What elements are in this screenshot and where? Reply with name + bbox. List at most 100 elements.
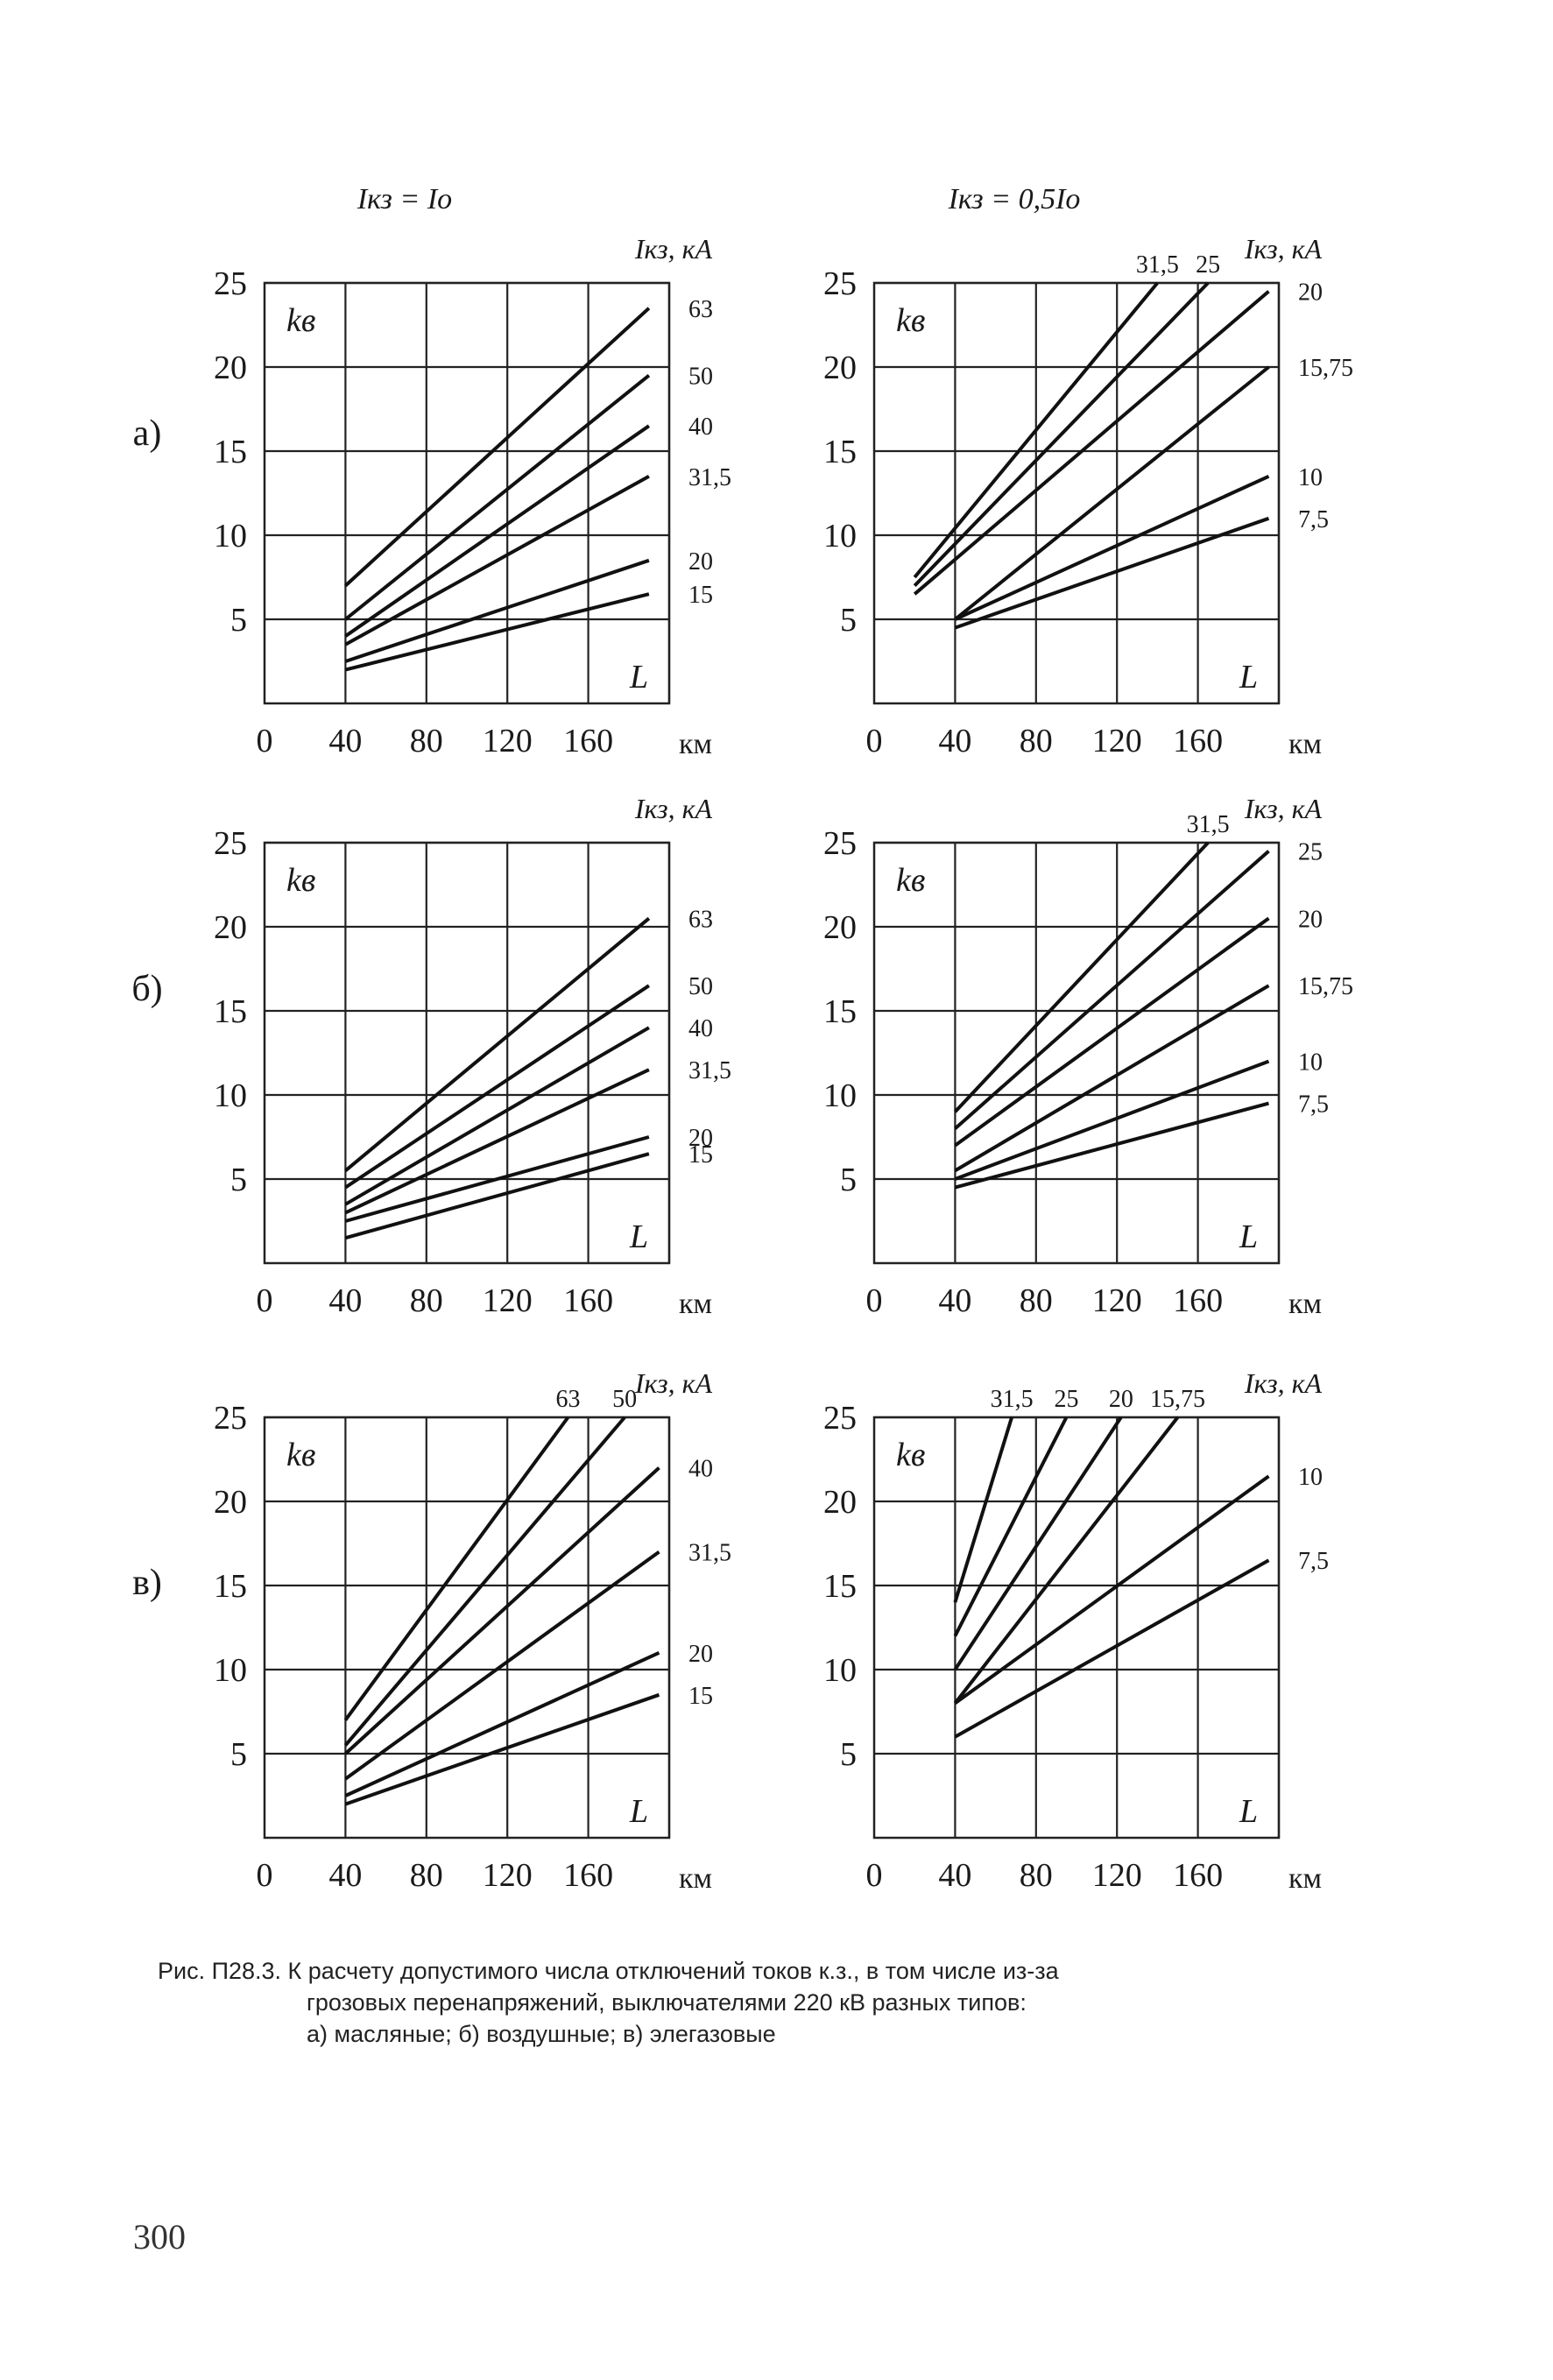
caption-line-3: а) масляные; б) воздушные; в) элегазовые	[307, 2021, 776, 2047]
y-tick-label: 20	[823, 1484, 857, 1521]
caption-line-2: грозовых перенапряжений, выключателями 2…	[307, 1989, 1027, 2016]
series-line-7,5	[954, 1101, 1269, 1190]
y-tick-label: 10	[214, 1077, 247, 1114]
y-tick-label: 20	[214, 909, 247, 946]
figure-caption: Рис. П28.3. К расчету допустимого числа …	[158, 1955, 1384, 2050]
y-tick-label: 25	[214, 1400, 247, 1437]
series-label: 15,75	[1150, 1386, 1205, 1413]
series-line-15,75	[953, 1416, 1180, 1705]
series-label: 31,5	[1187, 811, 1230, 838]
series-line-20	[344, 1135, 650, 1223]
x-tick-label: 80	[1020, 1282, 1053, 1319]
chart-panel-c-left: 5 10 15 20 25 0 40 80 120 160 км kв L Iкз, кА 63 50 40 31…	[214, 1367, 731, 1895]
x-unit-label: км	[1288, 1862, 1322, 1895]
x-axis-label: L	[629, 1218, 648, 1255]
current-legend-header: Iкз, кА	[1244, 233, 1323, 265]
y-axis-label: kв	[896, 302, 925, 339]
series-line-15	[344, 592, 650, 672]
series-label: 20	[688, 1641, 713, 1668]
series-line-31,5	[344, 1550, 660, 1781]
chart-panel-b-right: 5 10 15 20 25 0 40 80 120 160 км kв L Iкз, кА 31,5 25 20…	[823, 793, 1353, 1320]
series-label: 31,5	[688, 464, 731, 491]
x-tick-label: 120	[483, 1282, 533, 1319]
y-tick-label: 5	[840, 1162, 857, 1198]
page-number: 300	[133, 2217, 186, 2256]
x-tick-label: 40	[938, 1857, 971, 1894]
plot-frame	[872, 281, 1281, 705]
row-label: в)	[132, 1563, 162, 1603]
plot-frame	[263, 281, 671, 705]
x-axis-label: L	[629, 659, 648, 696]
x-tick-label: 160	[1173, 1282, 1223, 1319]
series-line-25	[954, 850, 1270, 1130]
x-tick-label: 160	[1173, 1857, 1223, 1894]
series-line-15	[344, 1692, 660, 1806]
x-tick-label: 40	[328, 723, 362, 759]
series-line-20	[344, 1650, 660, 1797]
series-line-31,5	[913, 281, 1159, 579]
series-line-50	[344, 374, 651, 621]
caption-line-1: Рис. П28.3. К расчету допустимого числа …	[158, 1958, 1059, 1984]
row-label: б)	[131, 969, 162, 1009]
series-label: 40	[688, 413, 713, 441]
y-tick-label: 5	[840, 602, 857, 639]
x-unit-label: км	[679, 1288, 712, 1320]
x-tick-label: 120	[483, 1857, 533, 1894]
series-line-10	[954, 1059, 1270, 1181]
y-tick-label: 10	[823, 518, 857, 554]
series-line-40	[344, 1466, 660, 1755]
panel-title: Iкз = 0,5Iо	[948, 183, 1081, 215]
x-tick-label: 80	[1020, 723, 1053, 759]
x-tick-label: 0	[257, 1857, 273, 1894]
series-label: 10	[1298, 1049, 1323, 1077]
y-tick-label: 5	[230, 1162, 247, 1198]
series-line-31,5	[953, 841, 1210, 1113]
series-label: 63	[556, 1386, 581, 1413]
series-label: 50	[688, 973, 713, 1000]
y-tick-label: 10	[823, 1077, 857, 1114]
series-line-63	[343, 1416, 570, 1721]
series-label: 20	[1298, 279, 1323, 307]
plot-frame	[872, 1416, 1281, 1840]
current-legend-header: Iкз, кА	[1244, 793, 1323, 824]
series-label: 50	[688, 364, 713, 391]
y-tick-label: 5	[230, 1736, 247, 1773]
x-axis-label: L	[629, 1793, 648, 1830]
x-tick-label: 120	[483, 723, 533, 759]
series-line-15,75	[954, 365, 1270, 621]
series-line-20	[954, 916, 1270, 1148]
series-line-10	[954, 1474, 1270, 1706]
x-tick-label: 160	[563, 1282, 613, 1319]
y-tick-label: 25	[823, 265, 857, 302]
series-label: 20	[688, 1125, 713, 1152]
y-tick-label: 15	[823, 434, 857, 470]
series-label: 7,5	[1298, 1091, 1329, 1119]
y-tick-label: 20	[214, 1484, 247, 1521]
series-line-15,75	[954, 984, 1270, 1173]
series-label: 7,5	[1298, 506, 1329, 533]
x-tick-label: 160	[1173, 723, 1223, 759]
series-line-25	[913, 281, 1210, 587]
series-label: 31,5	[991, 1386, 1034, 1413]
plot-frame	[872, 841, 1281, 1265]
series-line-20	[913, 290, 1270, 596]
x-tick-label: 0	[866, 1282, 883, 1319]
chart-panel-c-right: 5 10 15 20 25 0 40 80 120 160 км kв L Iкз, кА 31,5 25 20…	[823, 1367, 1329, 1895]
series-line-20	[953, 1416, 1123, 1671]
series-line-63	[344, 307, 651, 588]
current-legend-header: Iкз, кА	[1244, 1367, 1323, 1399]
x-tick-label: 0	[866, 723, 883, 759]
current-legend-header: Iкз, кА	[634, 233, 713, 265]
x-unit-label: км	[1288, 728, 1322, 760]
series-label: 15	[688, 1141, 713, 1169]
grid	[265, 1416, 671, 1838]
series-label: 10	[1298, 464, 1323, 491]
x-tick-label: 40	[328, 1857, 362, 1894]
x-tick-label: 40	[938, 723, 971, 759]
series-label: 20	[1298, 906, 1323, 933]
y-tick-label: 5	[840, 1736, 857, 1773]
series-label: 15,75	[1298, 973, 1353, 1000]
x-tick-label: 80	[410, 1857, 443, 1894]
series-label: 25	[1298, 839, 1323, 866]
